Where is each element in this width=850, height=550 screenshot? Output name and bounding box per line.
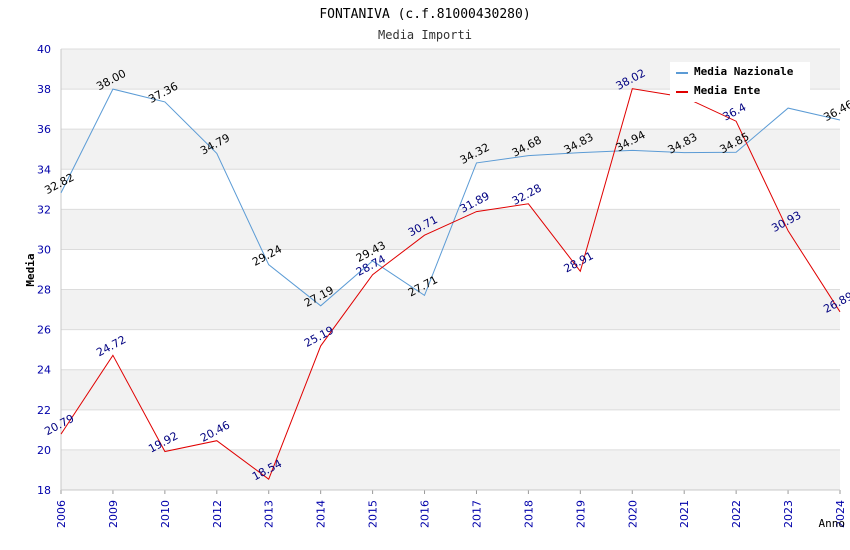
y-tick-label: 34	[37, 163, 51, 176]
y-tick-label: 36	[37, 123, 51, 136]
legend-box	[670, 62, 810, 102]
y-tick-label: 26	[37, 324, 51, 337]
x-tick-label: 2015	[367, 500, 380, 528]
chart-subtitle: Media Importi	[378, 28, 472, 42]
grid-band	[61, 289, 840, 330]
x-tick-label: 2006	[55, 500, 68, 528]
grid-band	[61, 129, 840, 170]
x-tick-label: 2017	[470, 500, 483, 528]
y-tick-label: 18	[37, 484, 51, 497]
x-tick-label: 2020	[626, 500, 639, 528]
y-tick-label: 40	[37, 43, 51, 56]
y-tick-label: 32	[37, 203, 51, 216]
legend-label-media-ente: Media Ente	[694, 84, 761, 97]
y-axis-label: Media	[24, 253, 37, 286]
series-line-media-nazionale	[60, 88, 841, 307]
x-tick-label: 2016	[419, 500, 432, 528]
series-lines	[60, 88, 841, 480]
x-tick-label: 2014	[315, 500, 328, 528]
x-tick-label: 2023	[782, 500, 795, 528]
x-tick-label: 2024	[834, 500, 847, 528]
y-tick-label: 30	[37, 243, 51, 256]
x-axis-label: Anno	[819, 517, 846, 530]
y-tick-label: 22	[37, 404, 51, 417]
x-tick-label: 2010	[159, 500, 172, 528]
series-line-media-ente	[60, 88, 841, 480]
legend-label-media-nazionale: Media Nazionale	[694, 65, 794, 78]
x-tick-label: 2013	[263, 500, 276, 528]
legend: Media Nazionale Media Ente	[670, 62, 810, 102]
y-tick-label: 24	[37, 364, 51, 377]
y-tick-label: 28	[37, 284, 51, 297]
y-tick-label: 20	[37, 444, 51, 457]
x-tick-label: 2012	[211, 500, 224, 528]
y-tick-label: 38	[37, 83, 51, 96]
x-tick-label: 2022	[730, 500, 743, 528]
data-label-media-ente: 24.72	[94, 333, 128, 359]
grid-band	[61, 369, 840, 410]
data-label-media-nazionale: 36.46	[821, 98, 850, 124]
x-tick-label: 2019	[574, 500, 587, 528]
x-tick-label: 2021	[678, 500, 691, 528]
axes	[60, 49, 841, 494]
grid-band	[61, 449, 840, 490]
x-tick-label: 2018	[522, 500, 535, 528]
x-tick-labels: 2006 2009 2010 2012 2013 2014 2015 2016 2017 2018…	[55, 500, 847, 528]
chart-title: FONTANIVA (c.f.81000430280)	[319, 7, 530, 22]
y-tick-labels: 18 20 22 24 26 28 30 32 34 36 38 40	[37, 43, 51, 497]
x-tick-label: 2009	[107, 500, 120, 528]
